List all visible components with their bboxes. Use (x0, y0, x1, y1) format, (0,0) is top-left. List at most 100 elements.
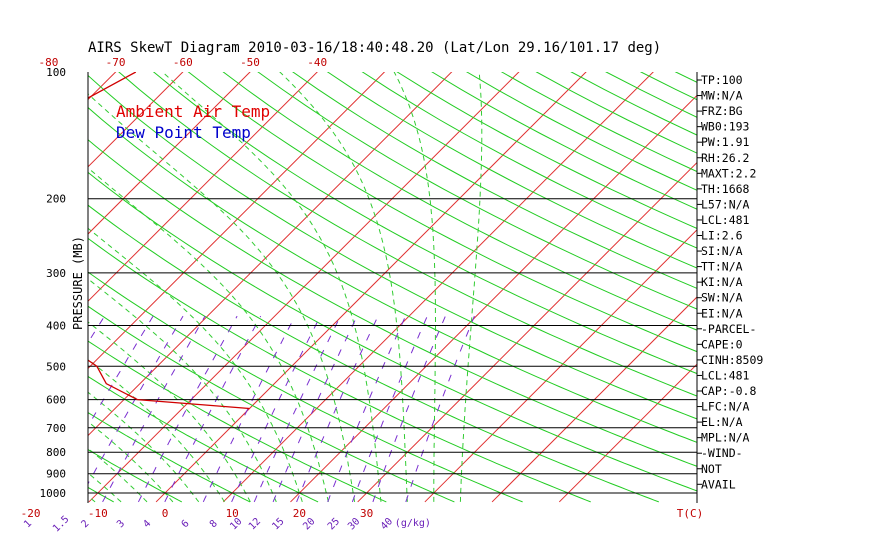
pressure-tick-label: 400 (46, 319, 66, 332)
mixing-ratio-tick-label: 1 (22, 518, 34, 530)
index-item: LCL:481 (701, 368, 750, 382)
index-item: EI:N/A (701, 306, 743, 320)
index-item: L57:N/A (701, 197, 750, 211)
mixing-ratio-line (327, 315, 406, 503)
dry-adiabat-line (88, 204, 659, 503)
mixing-ratio-line (164, 315, 262, 503)
mixing-ratio-line (88, 315, 184, 485)
dry-adiabat-line (500, 72, 697, 173)
isotherm-line (88, 72, 386, 370)
moist-adiabat-line (88, 321, 251, 503)
legend-dew-point-temp: Dew Point Temp (116, 123, 251, 142)
dry-adiabat-line (326, 72, 697, 269)
isotherm-line (357, 161, 697, 503)
dry-adiabat-line (88, 171, 697, 492)
top-temp-tick-label: -60 (173, 56, 193, 69)
mixing-ratio-line (272, 315, 358, 503)
index-item: CAPE:0 (701, 337, 743, 351)
chart-title: AIRS SkewT Diagram 2010-03-16/18:40:48.2… (88, 40, 661, 56)
index-item: EL:N/A (701, 415, 743, 429)
bottom-temp-tick-label: 0 (162, 507, 169, 520)
mixing-ratio-line (0, 316, 4, 502)
mixing-ratio-unit-label: (g/kg) (395, 518, 431, 529)
isotherm-line (290, 94, 697, 503)
mixing-ratio-tick-label: 25 (326, 516, 342, 532)
pressure-tick-label: 700 (46, 422, 66, 435)
dry-adiabat-line (88, 237, 591, 503)
moist-adiabat-line (161, 72, 382, 502)
moist-adiabat-line (88, 278, 277, 503)
bottom-temp-tick-label: 30 (360, 507, 373, 520)
index-item: TT:N/A (701, 260, 743, 274)
mixing-ratio-tick-label: 15 (270, 516, 286, 532)
dry-adiabat-line (535, 72, 697, 154)
mixing-ratio-tick-label: 3 (115, 518, 127, 530)
moist-adiabat-line (279, 72, 408, 502)
mixing-ratio-tick-label: 40 (379, 516, 395, 532)
dry-adiabat-line (88, 139, 697, 467)
pressure-tick-label: 1000 (40, 487, 67, 500)
mixing-ratio-line (296, 315, 379, 503)
mixing-ratio-line (88, 315, 154, 428)
mixing-ratio-tick-label: 2 (80, 518, 92, 530)
pressure-tick-label: 600 (46, 394, 66, 407)
index-item: -PARCEL- (701, 322, 756, 336)
isotherm-line (222, 72, 654, 503)
dry-adiabat-line (396, 72, 697, 230)
dry-adiabat-line (739, 53, 870, 502)
moist-adiabat-line (393, 72, 436, 502)
index-item: MW:N/A (701, 89, 743, 103)
index-item: LCL:481 (701, 213, 750, 227)
isotherm-line (88, 72, 184, 168)
stability-indices: TP:100MW:N/AFRZ:BGWB0:193PW:1.91RH:26.2M… (697, 73, 763, 491)
top-temp-tick-label: -80 (38, 56, 58, 69)
dry-adiabat-line (0, 53, 46, 502)
mixing-ratio-tick-label: 8 (208, 518, 220, 530)
isotherm-line (424, 229, 697, 503)
dry-adiabat-line (88, 74, 697, 420)
plot-grid (0, 53, 870, 503)
dry-adiabat-line (222, 72, 697, 331)
index-item: SI:N/A (701, 244, 743, 258)
dry-adiabat-line (88, 106, 697, 443)
bottom-temp-tick-label: 20 (293, 507, 306, 520)
dry-adiabat-line (118, 72, 697, 397)
moist-adiabat-line (88, 167, 329, 503)
top-temp-tick-label: -50 (240, 56, 260, 69)
index-item: FRZ:BG (701, 104, 743, 118)
index-item: LFC:N/A (701, 400, 750, 414)
index-item: KI:N/A (701, 275, 743, 289)
moist-adiabat-line (88, 358, 225, 503)
index-item: MPL:N/A (701, 431, 750, 445)
mixing-ratio-line (0, 316, 45, 502)
dry-adiabat-line (292, 72, 697, 289)
index-item: WB0:193 (701, 120, 750, 134)
isotherm-line (88, 72, 520, 503)
index-item: CAP:-0.8 (701, 384, 756, 398)
index-item: PW:1.91 (701, 135, 750, 149)
pressure-tick-label: 100 (46, 66, 66, 79)
pressure-tick-label: 300 (46, 267, 66, 280)
pressure-tick-label: 500 (46, 360, 66, 373)
temp-unit-label: T(C) (677, 507, 704, 520)
moist-adiabat-line (88, 391, 200, 503)
index-item: LI:2.6 (701, 229, 743, 243)
isotherm-line (491, 296, 697, 503)
legend-ambient-air-temp: Ambient Air Temp (116, 102, 270, 121)
mixing-ratio-line (372, 315, 446, 503)
dry-adiabat-line (88, 305, 455, 503)
dry-adiabat-line (361, 72, 697, 249)
mixing-ratio-tick-label: 4 (141, 518, 153, 530)
ambient-temp-profile (88, 72, 250, 410)
mixing-ratio-line (202, 315, 296, 503)
mixing-ratio-line (253, 315, 341, 503)
index-item: -WIND- (701, 446, 743, 460)
dry-adiabat-line (431, 72, 697, 210)
mixing-ratio-tick-label: 1.5 (51, 514, 72, 535)
dry-adiabat-line (88, 375, 319, 503)
bottom-temp-tick-label: -20 (21, 507, 41, 520)
dry-adiabat-line (807, 53, 870, 502)
pressure-tick-label: 200 (46, 193, 66, 206)
dry-adiabat-line (152, 72, 697, 375)
